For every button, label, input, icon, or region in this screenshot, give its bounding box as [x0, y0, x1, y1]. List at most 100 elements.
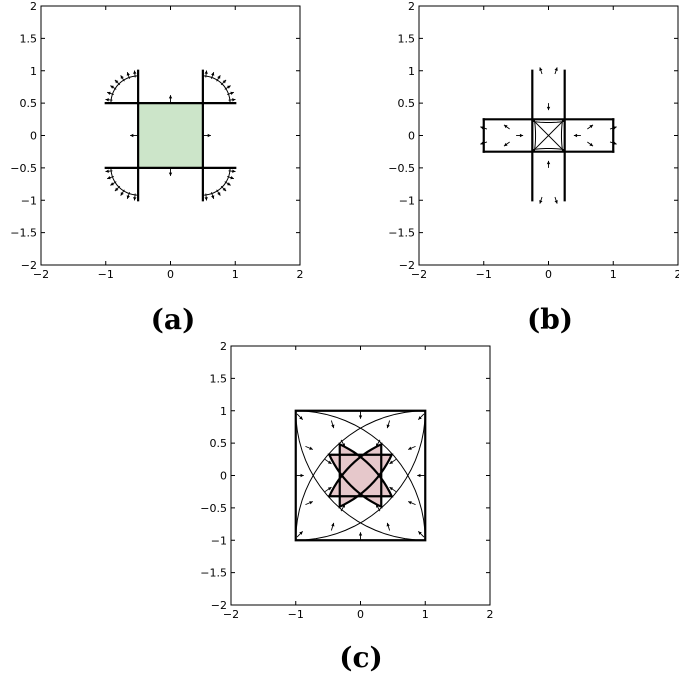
inward-arrow-head — [327, 460, 332, 464]
fan-arc — [110, 75, 139, 104]
panel-a-ytick-label: −2 — [21, 259, 37, 272]
fan-arrow-head — [211, 195, 215, 199]
panel-c-label: (c) — [339, 641, 383, 674]
panel-a-xtick-label: 1 — [232, 268, 239, 281]
panel-c-xtick-label: 0 — [357, 608, 364, 621]
flow-arrow-head — [503, 142, 508, 147]
inward-arrow-head — [358, 532, 363, 536]
panel-c-xtick-label: 1 — [422, 608, 429, 621]
panel-a-ytick-label: 1.5 — [20, 32, 38, 45]
inward-arrow-head — [299, 531, 303, 535]
panel-b-xtick-label: 0 — [545, 268, 552, 281]
panel-a-ytick-label: 2 — [30, 0, 37, 13]
panel-a: −2 −1 0 1 2 2 1.5 1 0.5 0 −0.5 −1 −1.5 −2 — [10, 0, 303, 281]
lens-boundary — [327, 442, 394, 509]
flow-arrow-head — [613, 126, 617, 130]
inward-arrow-head — [358, 415, 363, 419]
inward-arrow-head — [389, 460, 394, 464]
fan-arrow-head — [114, 79, 119, 84]
panel-b-xtick-label: 1 — [610, 268, 617, 281]
fan-arrow-head — [204, 197, 208, 201]
flow-arrow-head — [519, 133, 524, 138]
panel-b-ytick-label: 0.5 — [398, 97, 416, 110]
panel-c-ytick-label: −1 — [211, 534, 227, 547]
long-arc — [295, 410, 426, 541]
panel-a-ytick-label: 0.5 — [20, 97, 38, 110]
inward-arrow-head — [309, 446, 313, 450]
flow-arrow-head — [613, 141, 617, 145]
fan-arrow-head — [120, 75, 124, 79]
fan-arrow-head — [230, 91, 234, 95]
panel-a-ytick-label: 1 — [30, 65, 37, 78]
fan-arrow-head — [227, 182, 231, 186]
panel-b-ytick-label: −0.5 — [388, 162, 415, 175]
flow-arrow-head — [589, 142, 594, 147]
lens-arc — [533, 118, 537, 153]
panel-a-xtick-label: 2 — [297, 268, 304, 281]
fan-arrow-head — [222, 79, 227, 84]
fan-arrow-head — [120, 192, 124, 196]
fan-arrow-head — [222, 187, 227, 192]
edge-arrow-top-head — [168, 95, 173, 99]
panel-b-ytick-label: −1.5 — [388, 227, 415, 240]
inward-arrow-head — [376, 504, 380, 508]
inward-arrow-head — [408, 501, 412, 505]
panel-a-ytick-label: 0 — [30, 130, 37, 143]
fan-arrow-head — [126, 195, 130, 199]
panel-c: −2 −1 0 1 2 2 1.5 1 0.5 0 −0.5 −1 −1.5 −2 — [200, 340, 493, 621]
panel-c-ytick-label: −1.5 — [200, 567, 227, 580]
fan-arrow-head — [110, 85, 114, 89]
panel-b-xtick-label: −1 — [476, 268, 492, 281]
fan-arrow-head — [107, 176, 111, 180]
flow-arrow-head — [554, 67, 558, 71]
flow-arrow-head — [480, 141, 484, 145]
flow-arrow-head — [539, 200, 543, 204]
panel-a-ytick-label: −1 — [21, 194, 37, 207]
panel-c-xtick-label: −1 — [288, 608, 304, 621]
panel-b-ytick-label: −1 — [399, 194, 415, 207]
panel-c-ytick-label: −2 — [211, 599, 227, 612]
lens-arc — [560, 118, 564, 153]
inward-arrow-head — [376, 443, 380, 447]
panel-a-xtick-label: −1 — [98, 268, 114, 281]
inward-arrow-head — [408, 446, 412, 450]
fan-arrow-head — [105, 169, 109, 173]
fan-arrow-head — [230, 176, 234, 180]
long-arc — [295, 410, 426, 541]
panel-a-xtick-label: 0 — [167, 268, 174, 281]
flow-arrow-head — [589, 124, 594, 129]
fan-arrow-head — [217, 75, 221, 79]
flow-arrow-head — [503, 124, 508, 129]
panel-a-ytick-label: −0.5 — [10, 162, 37, 175]
fan-arrow-head — [114, 187, 119, 192]
long-arc — [295, 410, 426, 541]
flow-arrow-head — [480, 126, 484, 130]
panel-c-ytick-label: 1.5 — [210, 372, 228, 385]
long-arc — [295, 410, 426, 541]
inward-arrow-head — [309, 501, 313, 505]
flow-arrow-head — [546, 106, 551, 111]
edge-arrow-bottom-head — [168, 172, 173, 176]
fan-arrow-head — [105, 98, 109, 102]
panel-a-label: (a) — [151, 303, 196, 336]
panel-b-ytick-label: 2 — [408, 0, 415, 13]
panel-b-xtick-label: −2 — [411, 268, 427, 281]
panel-a-xtick-label: −2 — [33, 268, 49, 281]
panel-b-ytick-label: 1 — [408, 65, 415, 78]
diagonal-line — [531, 118, 566, 153]
fan-arrow-head — [232, 98, 236, 102]
fan-arc — [110, 167, 139, 196]
inward-arrow-head — [341, 504, 345, 508]
fan-arrow-head — [107, 91, 111, 95]
inward-arrow-head — [389, 487, 394, 491]
inward-arrow-head — [341, 443, 345, 447]
fan-arrow-head — [227, 85, 231, 89]
lens-arc — [531, 120, 566, 124]
inward-arrow-head — [300, 473, 304, 478]
fan-arrow-head — [217, 192, 221, 196]
fan-arrow-head — [211, 72, 215, 76]
region-a-fill — [138, 103, 203, 168]
panel-c-ytick-label: 0 — [220, 470, 227, 483]
panel-a-ytick-label: −1.5 — [10, 227, 37, 240]
edge-arrow-right-head — [207, 133, 211, 138]
